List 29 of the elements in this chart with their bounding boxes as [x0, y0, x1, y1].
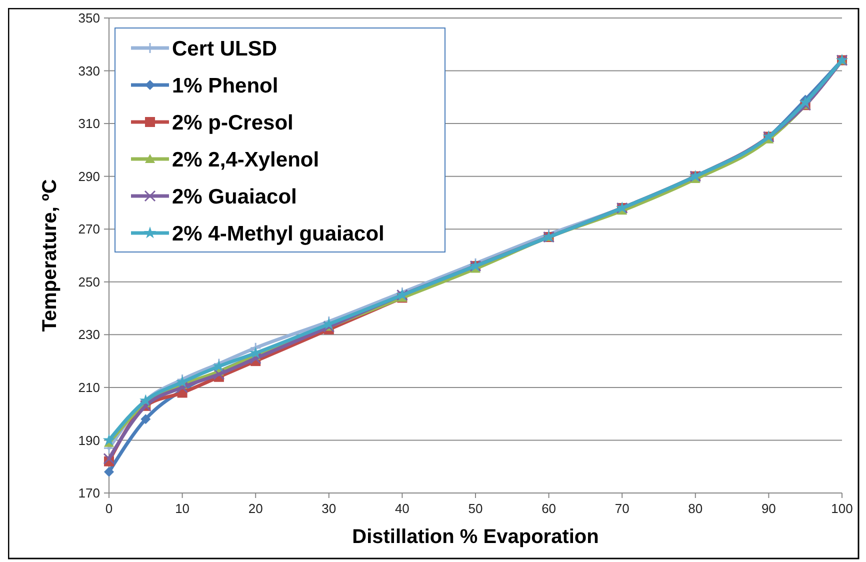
y-axis-title: Temperature, ºC [39, 179, 61, 332]
x-tick-label: 20 [248, 501, 263, 516]
legend-label: 2% 4-Methyl guaiacol [172, 222, 384, 246]
x-tick-label: 30 [322, 501, 336, 516]
legend-label: Cert ULSD [172, 37, 278, 60]
y-tick-label: 350 [78, 10, 100, 26]
y-tick-label: 310 [78, 116, 100, 132]
legend-label: 2% p-Cresol [172, 111, 294, 134]
legend-label: 2% 2,4-Xylenol [172, 148, 320, 172]
y-tick-label: 250 [78, 274, 100, 290]
y-tick-label: 210 [78, 380, 100, 395]
x-tick-label: 60 [542, 501, 556, 516]
x-tick-label: 90 [761, 501, 776, 516]
x-tick-label: 10 [175, 501, 190, 516]
y-tick-label: 170 [78, 486, 100, 501]
y-tick-label: 270 [78, 222, 100, 237]
y-tick-label: 190 [78, 432, 100, 448]
x-tick-label: 50 [468, 501, 483, 516]
x-tick-label: 80 [688, 501, 703, 516]
x-tick-label: 40 [394, 501, 410, 516]
x-tick-label: 100 [831, 501, 853, 516]
x-tick-label: 0 [105, 501, 113, 516]
legend-label: 2% Guaiacol [172, 185, 297, 208]
y-tick-label: 290 [78, 168, 100, 184]
y-tick-label: 330 [78, 63, 100, 78]
x-axis-title: Distillation % Evaporation [352, 526, 599, 548]
legend-label: 1% Phenol [172, 74, 278, 98]
x-tick-label: 70 [614, 501, 630, 516]
y-tick-label: 230 [78, 327, 100, 342]
